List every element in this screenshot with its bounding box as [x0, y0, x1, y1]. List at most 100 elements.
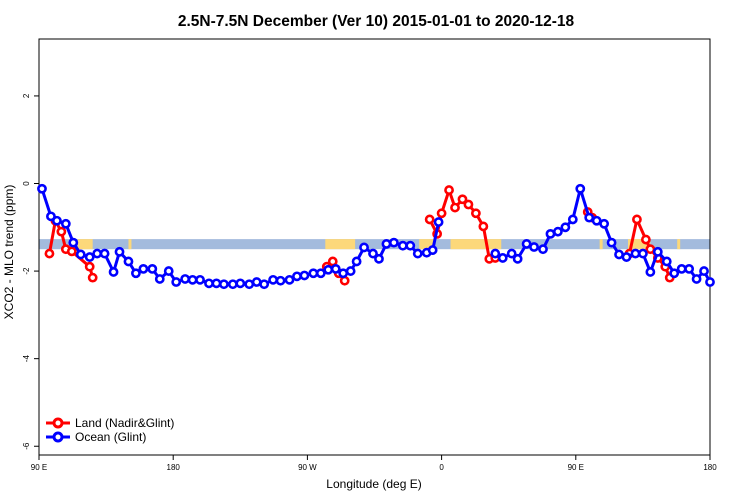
legend-land-label: Land (Nadir&Glint) [75, 416, 174, 430]
legend-ocean-marker [52, 431, 64, 443]
legend-land-marker [52, 417, 64, 429]
ocean-point [244, 279, 255, 290]
ocean-point [345, 266, 356, 276]
land-point [87, 272, 98, 283]
x-tick-label: 90 W [298, 463, 317, 472]
ocean-point [218, 279, 229, 290]
land-point [470, 208, 481, 219]
y-tick-label: 2 [22, 93, 31, 98]
x-tick-label: 0 [439, 463, 444, 472]
ocean-point [388, 237, 399, 248]
ocean-point [284, 274, 295, 285]
ocean-point [227, 279, 238, 290]
land-band-5 [599, 239, 603, 250]
ocean-point [60, 218, 71, 229]
land-band-2 [325, 239, 356, 250]
ocean-point [553, 226, 563, 237]
ocean-point [323, 264, 334, 275]
ocean-point [638, 248, 648, 259]
ocean-point [268, 274, 279, 285]
ocean-point [235, 278, 246, 289]
ocean-point [621, 252, 632, 262]
ocean-point [545, 228, 556, 239]
land-point [327, 256, 338, 267]
ocean-point [211, 278, 222, 289]
x-tick-label: 180 [703, 463, 717, 472]
ocean-point [108, 267, 119, 277]
ocean-point [512, 253, 523, 264]
ocean-point [645, 267, 656, 277]
land-point [645, 244, 656, 255]
land-point [632, 214, 642, 225]
ocean-point [691, 274, 702, 284]
ocean-point [75, 249, 86, 260]
ocean-point [374, 253, 384, 264]
y-tick-label: 0 [22, 181, 31, 186]
ocean-point [37, 183, 47, 194]
ocean-point [84, 252, 95, 262]
y-tick-label: -4 [22, 355, 31, 363]
land-point [424, 214, 435, 225]
ocean-point [614, 249, 624, 260]
land-band-3 [419, 239, 435, 250]
x-tick-label: 90 E [31, 463, 47, 472]
ocean-point [315, 268, 326, 279]
ocean-point [669, 268, 680, 279]
legend: Land (Nadir&Glint) Ocean (Glint) [46, 416, 174, 444]
ocean-point [538, 244, 548, 255]
ocean-point [123, 256, 134, 267]
ocean-point [147, 263, 158, 274]
ocean-point [154, 274, 165, 284]
land-point [478, 221, 489, 232]
ocean-point [584, 212, 595, 223]
plot-area: 90 E 180 90 W 0 90 E 180 -6 -4 -2 0 2 [22, 38, 717, 472]
x-tick-label: 180 [167, 463, 181, 472]
ocean-point [433, 217, 444, 227]
land-band-0 [77, 239, 93, 250]
ocean-point [575, 183, 586, 194]
ocean-point [359, 242, 369, 253]
ocean-point [427, 245, 438, 255]
ocean-point [99, 248, 110, 259]
plot-frame [38, 38, 711, 456]
ocean-point [163, 266, 174, 276]
land-point [436, 208, 447, 219]
ocean-point [180, 274, 191, 284]
ocean-point [251, 277, 262, 287]
ocean-point [560, 222, 571, 233]
ocean-point [131, 268, 141, 279]
ocean-point [275, 275, 286, 286]
ocean-point [351, 256, 362, 267]
ocean-point [705, 277, 715, 287]
y-tick-label: -6 [22, 442, 31, 450]
ocean-point [68, 237, 79, 248]
land-point [457, 194, 468, 205]
legend-ocean-label: Ocean (Glint) [75, 430, 146, 444]
ocean-point [299, 270, 310, 281]
land-point [66, 246, 77, 257]
ocean-point [684, 263, 695, 274]
land-band-4 [450, 239, 502, 250]
ocean-point [676, 263, 687, 274]
ocean-point [591, 215, 602, 226]
land-point [450, 202, 460, 213]
ocean-point [506, 248, 517, 259]
ocean-point [521, 239, 532, 249]
ocean-point [397, 240, 408, 251]
ocean-point [599, 218, 610, 229]
ocean-point [114, 246, 125, 257]
ocean-point [92, 248, 103, 259]
ocean-point [606, 237, 617, 248]
land-point [463, 199, 474, 210]
x-tick-label: 90 E [568, 463, 584, 472]
ocean-point [405, 240, 416, 251]
ocean-point [51, 215, 62, 226]
ocean-point [652, 246, 663, 257]
x-axis-label: Longitude (deg E) [326, 477, 421, 491]
ocean-point [259, 279, 270, 290]
ocean-point [412, 248, 423, 259]
ocean-point [368, 248, 378, 259]
ocean-point [630, 248, 641, 259]
ocean-point [381, 239, 392, 249]
